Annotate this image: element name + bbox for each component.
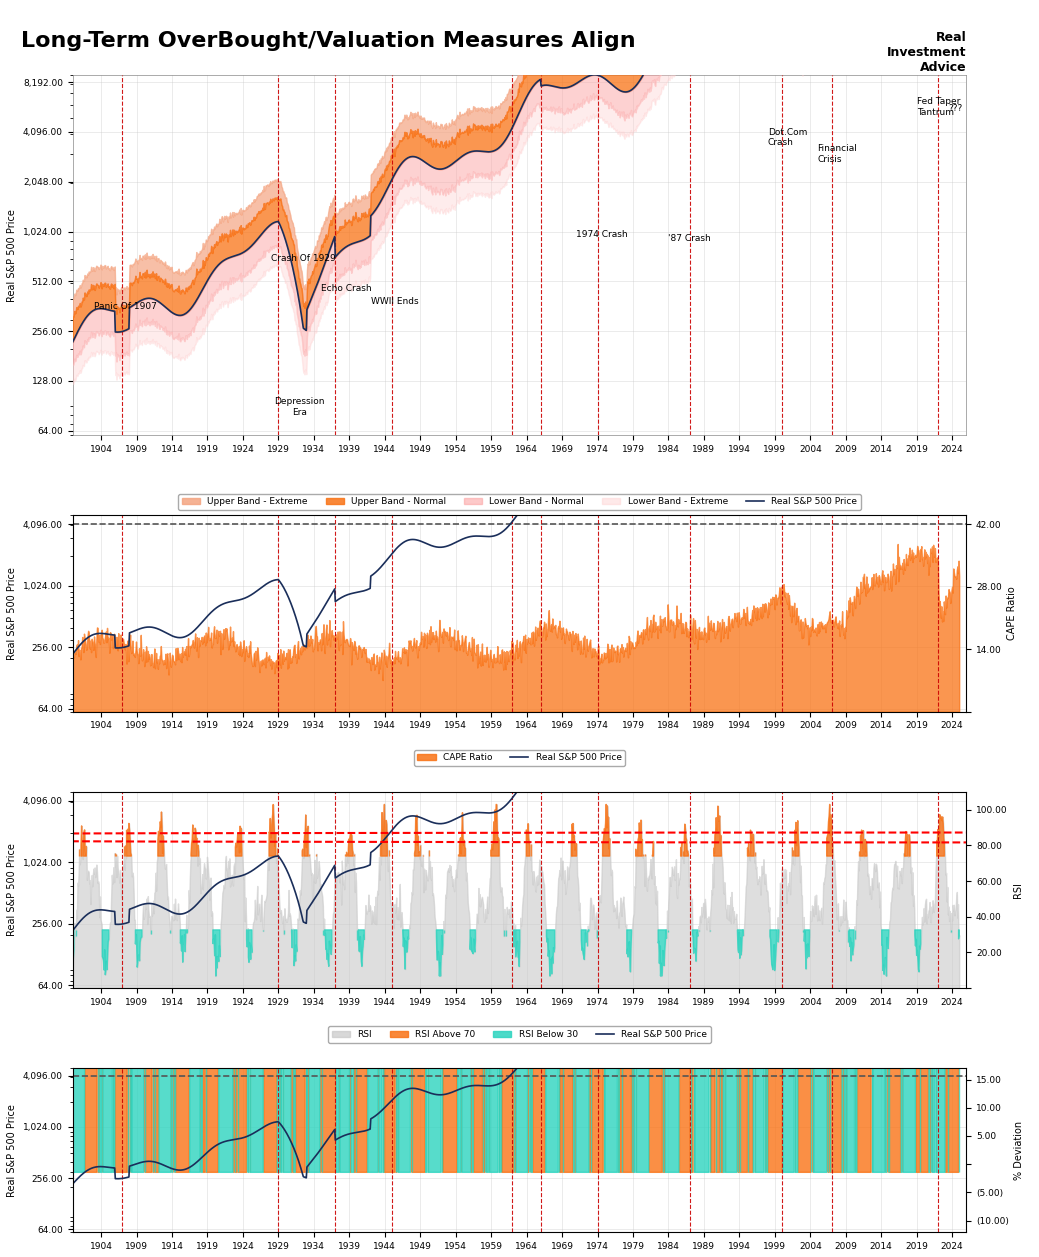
Y-axis label: RSI: RSI [1013,882,1023,897]
Text: Panic Of 1907: Panic Of 1907 [94,302,157,310]
Text: Financial
Crisis: Financial Crisis [818,145,857,163]
Legend: RSI, RSI Above 70, RSI Below 30, Real S&P 500 Price: RSI, RSI Above 70, RSI Below 30, Real S&… [328,1026,711,1042]
Legend: Upper Band - Extreme, Upper Band - Normal, Lower Band - Normal, Lower Band - Ext: Upper Band - Extreme, Upper Band - Norma… [179,494,860,510]
Text: Long-Term OverBought/Valuation Measures Align: Long-Term OverBought/Valuation Measures … [21,31,636,52]
Text: 1974 Crash: 1974 Crash [577,230,628,239]
Text: Echo Crash: Echo Crash [321,284,372,293]
Text: '87 Crash: '87 Crash [668,234,711,243]
Y-axis label: Real S&P 500 Price: Real S&P 500 Price [7,1104,18,1197]
Y-axis label: CAPE Ratio: CAPE Ratio [1007,587,1017,640]
Text: Fed Taper
Tantrum: Fed Taper Tantrum [916,97,960,117]
Text: Crash Of 1929: Crash Of 1929 [271,254,336,263]
Text: ???: ??? [949,104,963,113]
Text: Depression
Era: Depression Era [274,397,325,416]
Y-axis label: Real S&P 500 Price: Real S&P 500 Price [7,567,18,660]
Text: Real
Investment
Advice: Real Investment Advice [886,31,966,74]
Legend: CAPE Ratio, Real S&P 500 Price: CAPE Ratio, Real S&P 500 Price [414,750,625,766]
Y-axis label: Real S&P 500 Price: Real S&P 500 Price [7,843,18,936]
Y-axis label: Real S&P 500 Price: Real S&P 500 Price [7,209,18,302]
Text: WWII Ends: WWII Ends [371,297,419,305]
Text: Dot.Com
Crash: Dot.Com Crash [768,128,807,147]
Y-axis label: % Deviation: % Deviation [1014,1120,1024,1179]
